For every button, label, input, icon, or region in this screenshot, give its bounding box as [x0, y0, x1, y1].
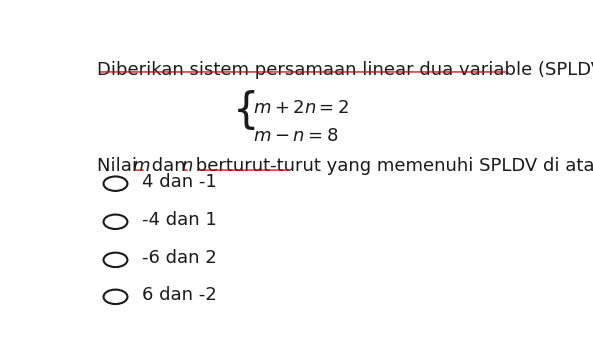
Text: -4 dan 1: -4 dan 1	[142, 211, 217, 229]
Text: dan: dan	[146, 157, 192, 175]
Text: -6 dan 2: -6 dan 2	[142, 249, 217, 267]
Text: berturut-turut yang memenuhi SPLDV di atas adalah ...: berturut-turut yang memenuhi SPLDV di at…	[190, 157, 593, 175]
Text: $m + 2n = 2$: $m + 2n = 2$	[253, 99, 350, 117]
Text: n: n	[181, 157, 193, 175]
Text: 6 dan -2: 6 dan -2	[142, 286, 217, 304]
Text: Diberikan sistem persamaan linear dua variable (SPLDV) berikut:: Diberikan sistem persamaan linear dua va…	[97, 61, 593, 79]
Text: Nilai: Nilai	[97, 157, 143, 175]
Text: 4 dan -1: 4 dan -1	[142, 173, 217, 191]
Text: $m - n = 8$: $m - n = 8$	[253, 127, 339, 145]
Text: m: m	[133, 157, 150, 175]
Text: {: {	[232, 90, 259, 132]
